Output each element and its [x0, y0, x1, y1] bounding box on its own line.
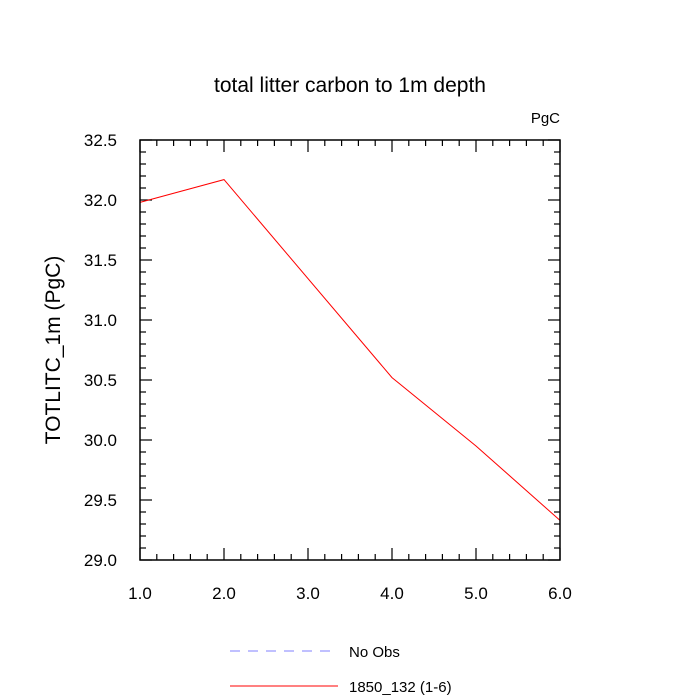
- axis-tick-labels: 1.0 2.0 3.0 4.0 5.0 6.0 29.0 29.5 30.0 30.5 31.0 31…: [84, 131, 572, 603]
- legend-label: No Obs: [349, 644, 400, 661]
- x-tick-label: 1.0: [128, 584, 152, 603]
- y-tick-label: 32.0: [84, 191, 117, 210]
- x-tick-label: 5.0: [464, 584, 488, 603]
- series-line: [139, 179, 561, 521]
- chart-title: total litter carbon to 1m depth: [214, 74, 486, 97]
- x-tick-label: 4.0: [380, 584, 404, 603]
- y-tick-label: 30.0: [84, 431, 117, 450]
- y-tick-label: 29.5: [84, 491, 117, 510]
- x-tick-label: 6.0: [548, 584, 572, 603]
- units-label: PgC: [531, 110, 560, 127]
- y-tick-label: 32.5: [84, 131, 117, 150]
- axis-ticks: [139, 139, 561, 561]
- x-tick-label: 2.0: [212, 584, 236, 603]
- x-tick-label: 3.0: [296, 584, 320, 603]
- y-tick-label: 30.5: [84, 371, 117, 390]
- plot-frame: [139, 139, 561, 561]
- y-tick-label: 31.5: [84, 251, 117, 270]
- legend: No Obs 1850_132 (1-6): [230, 644, 452, 696]
- legend-label: 1850_132 (1-6): [349, 679, 452, 696]
- y-tick-label: 31.0: [84, 311, 117, 330]
- y-axis-label: TOTLITC_1m (PgC): [42, 256, 65, 445]
- series-lines: [139, 179, 561, 521]
- y-tick-label: 29.0: [84, 551, 117, 570]
